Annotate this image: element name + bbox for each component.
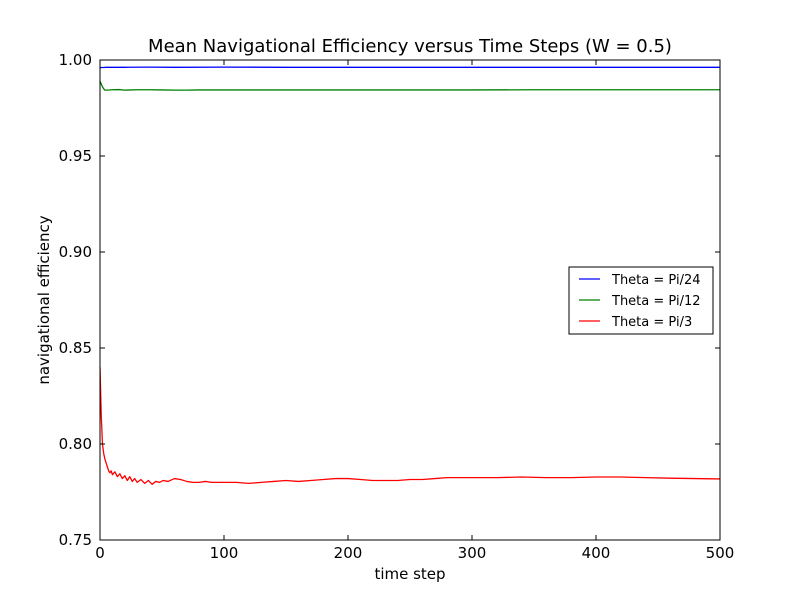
- legend-label: Theta = Pi/24: [611, 273, 701, 288]
- x-tick-label: 0: [95, 544, 105, 562]
- y-tick-label: 0.95: [59, 147, 92, 165]
- y-tick-label: 0.90: [59, 243, 92, 261]
- y-axis-label: navigational efficiency: [35, 215, 53, 384]
- series-line-3: [100, 367, 720, 485]
- legend-label: Theta = Pi/3: [611, 315, 692, 330]
- plot-frame: [99, 59, 721, 541]
- series-line-1: [100, 66, 720, 69]
- y-axis: 0.75 0.80 0.85 0.90 0.95 1.00: [59, 51, 720, 549]
- y-tick-label: 0.75: [59, 531, 92, 549]
- legend: Theta = Pi/24 Theta = Pi/12 Theta = Pi/3: [568, 266, 714, 335]
- chart-title: Mean Navigational Efficiency versus Time…: [148, 36, 672, 57]
- plot-area: [100, 66, 720, 485]
- x-tick-label: 300: [458, 544, 487, 562]
- series-line-2: [100, 80, 720, 91]
- x-tick-label: 100: [210, 544, 239, 562]
- x-tick-label: 200: [334, 544, 363, 562]
- x-tick-label: 400: [582, 544, 611, 562]
- legend-label: Theta = Pi/12: [611, 294, 701, 309]
- x-tick-label: 500: [706, 544, 735, 562]
- y-tick-label: 0.80: [59, 435, 92, 453]
- x-axis-label: time step: [374, 565, 445, 583]
- x-axis: 0 100 200 300 400 500: [95, 60, 734, 562]
- y-tick-label: 0.85: [59, 339, 92, 357]
- y-tick-label: 1.00: [59, 51, 92, 69]
